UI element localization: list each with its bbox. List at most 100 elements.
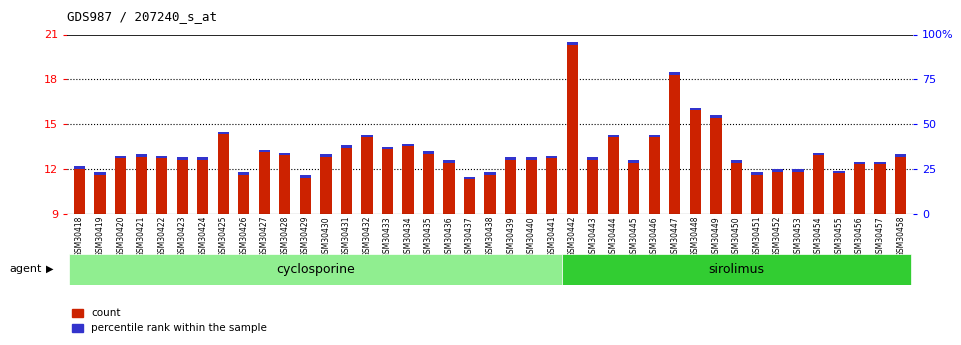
Bar [895,154,906,157]
Bar [649,135,660,137]
Text: GSM30422: GSM30422 [158,216,166,257]
Bar [628,160,639,163]
Text: GSM30431: GSM30431 [342,216,351,257]
Bar [280,152,290,155]
Text: GSM30454: GSM30454 [814,216,823,257]
Bar [300,175,311,214]
Bar [341,145,352,148]
Text: GSM30434: GSM30434 [404,216,412,257]
Text: GSM30457: GSM30457 [875,216,885,257]
Text: GSM30450: GSM30450 [732,216,741,257]
Bar [136,154,147,214]
Bar [562,254,911,285]
Bar [833,170,845,214]
Text: GSM30429: GSM30429 [301,216,309,257]
Text: GSM30432: GSM30432 [362,216,372,257]
Bar [136,154,147,157]
Text: GSM30440: GSM30440 [527,216,535,257]
Text: GSM30438: GSM30438 [485,216,495,257]
Bar [382,147,393,214]
Text: GSM30442: GSM30442 [568,216,577,257]
Bar [793,169,803,214]
Text: GSM30423: GSM30423 [178,216,186,257]
Bar [94,172,106,175]
Bar [772,169,783,214]
Text: GDS987 / 207240_s_at: GDS987 / 207240_s_at [67,10,217,23]
Bar [730,160,742,214]
Bar [259,150,270,152]
Text: GSM30445: GSM30445 [629,216,638,257]
Text: GSM30427: GSM30427 [259,216,269,257]
Bar [320,154,332,214]
Bar [710,115,722,118]
Text: GSM30441: GSM30441 [547,216,556,257]
Bar [423,151,434,154]
Bar [423,151,434,214]
Bar [361,135,373,214]
Bar [217,132,229,214]
Text: GSM30437: GSM30437 [465,216,474,257]
Bar [895,154,906,214]
Text: sirolimus: sirolimus [708,263,764,276]
Bar [382,147,393,149]
Text: GSM30453: GSM30453 [794,216,802,257]
Text: ▶: ▶ [46,264,54,274]
Bar [177,157,187,214]
Bar [464,177,476,179]
Text: GSM30448: GSM30448 [691,216,700,257]
Bar [813,152,825,155]
Bar [587,157,599,214]
Text: GSM30433: GSM30433 [383,216,392,257]
Text: GSM30420: GSM30420 [116,216,125,257]
Bar [115,156,126,214]
Text: GSM30447: GSM30447 [671,216,679,257]
Bar [505,157,516,214]
Bar [74,166,86,169]
Bar [752,172,763,175]
Bar [361,135,373,137]
Text: agent: agent [10,264,42,274]
Bar [177,157,187,160]
Text: GSM30421: GSM30421 [136,216,146,257]
Bar [587,157,599,160]
Bar [403,144,413,146]
Bar [484,172,496,214]
Bar [259,150,270,214]
Text: GSM30435: GSM30435 [424,216,433,257]
Bar [752,172,763,214]
Bar [217,132,229,134]
Text: cyclosporine: cyclosporine [276,263,355,276]
Bar [320,154,332,157]
Bar [505,157,516,160]
Text: GSM30430: GSM30430 [321,216,331,257]
Bar [197,157,209,214]
Bar [607,135,619,214]
Bar [341,145,352,214]
Bar [730,160,742,163]
Bar [669,72,680,214]
Bar [526,157,537,214]
Text: GSM30458: GSM30458 [897,216,905,257]
Bar [567,42,578,45]
Bar [238,172,250,175]
Bar [464,177,476,214]
Bar [669,72,680,75]
Bar [115,156,126,158]
Text: GSM30418: GSM30418 [75,216,84,257]
Text: GSM30428: GSM30428 [281,216,289,257]
Bar [546,156,557,158]
Bar [772,169,783,172]
Legend: count, percentile rank within the sample: count, percentile rank within the sample [72,308,267,334]
Bar [484,172,496,175]
Bar [238,172,250,214]
Bar [607,135,619,137]
Text: GSM30444: GSM30444 [608,216,618,257]
Text: GSM30446: GSM30446 [650,216,659,257]
Bar [628,160,639,214]
Bar [74,166,86,214]
Bar [690,108,701,214]
Text: GSM30424: GSM30424 [198,216,208,257]
Bar [567,42,578,214]
Bar [526,157,537,160]
Bar [793,169,803,172]
